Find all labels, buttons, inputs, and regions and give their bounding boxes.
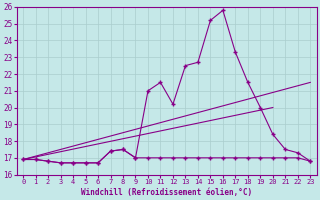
- X-axis label: Windchill (Refroidissement éolien,°C): Windchill (Refroidissement éolien,°C): [81, 188, 252, 197]
